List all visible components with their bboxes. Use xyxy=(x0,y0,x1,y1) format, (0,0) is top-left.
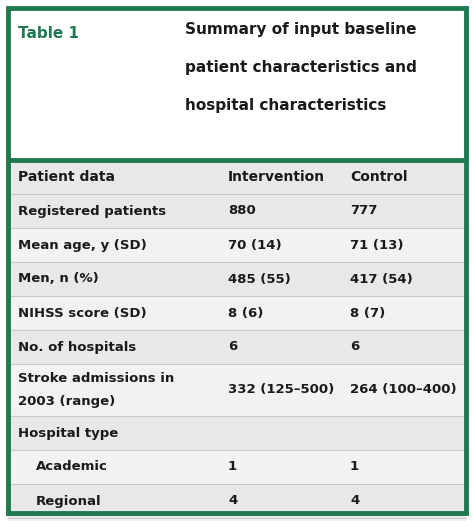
Text: 71 (13): 71 (13) xyxy=(350,239,403,252)
Text: hospital characteristics: hospital characteristics xyxy=(185,98,386,113)
Text: 8 (6): 8 (6) xyxy=(228,306,264,319)
Bar xyxy=(8,484,466,518)
Text: Men, n (%): Men, n (%) xyxy=(18,272,99,286)
Text: Summary of input baseline: Summary of input baseline xyxy=(185,22,417,37)
Bar xyxy=(8,262,466,296)
Bar xyxy=(8,228,466,262)
Bar xyxy=(8,330,466,364)
Text: 8 (7): 8 (7) xyxy=(350,306,385,319)
Text: 264 (100–400): 264 (100–400) xyxy=(350,383,456,396)
Text: 880: 880 xyxy=(228,205,256,217)
Text: 2003 (range): 2003 (range) xyxy=(18,395,115,408)
Bar xyxy=(8,194,466,228)
Text: 6: 6 xyxy=(228,341,237,354)
Text: 70 (14): 70 (14) xyxy=(228,239,282,252)
Text: Hospital type: Hospital type xyxy=(18,427,118,440)
Text: 485 (55): 485 (55) xyxy=(228,272,291,286)
Text: Regional: Regional xyxy=(36,494,101,507)
Text: NIHSS score (SD): NIHSS score (SD) xyxy=(18,306,146,319)
Text: 1: 1 xyxy=(228,461,237,474)
Bar xyxy=(8,518,466,521)
Bar xyxy=(8,8,466,156)
Text: 1: 1 xyxy=(350,461,359,474)
Text: Intervention: Intervention xyxy=(228,170,325,184)
Text: 332 (125–500): 332 (125–500) xyxy=(228,383,334,396)
Bar xyxy=(8,296,466,330)
Text: 777: 777 xyxy=(350,205,377,217)
Text: 6: 6 xyxy=(350,341,359,354)
Text: Registered patients: Registered patients xyxy=(18,205,166,217)
Text: Mean age, y (SD): Mean age, y (SD) xyxy=(18,239,147,252)
Text: 4: 4 xyxy=(350,494,359,507)
Bar xyxy=(8,364,466,416)
Text: Table 1: Table 1 xyxy=(18,26,79,41)
Bar xyxy=(8,416,466,450)
Text: Control: Control xyxy=(350,170,408,184)
Text: patient characteristics and: patient characteristics and xyxy=(185,60,417,75)
Bar xyxy=(8,450,466,484)
Text: No. of hospitals: No. of hospitals xyxy=(18,341,136,354)
Text: 417 (54): 417 (54) xyxy=(350,272,413,286)
Bar xyxy=(8,160,466,194)
Text: Stroke admissions in: Stroke admissions in xyxy=(18,372,174,385)
Text: 4: 4 xyxy=(228,494,237,507)
Text: Academic: Academic xyxy=(36,461,108,474)
Text: Patient data: Patient data xyxy=(18,170,115,184)
